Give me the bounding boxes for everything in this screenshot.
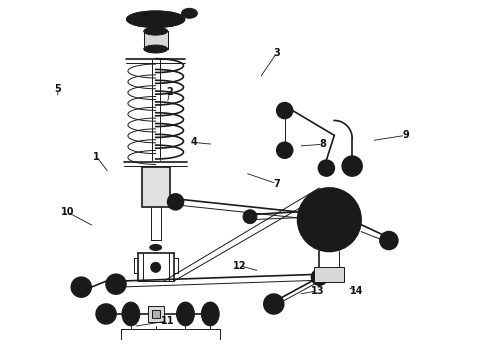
Text: 11: 11 — [160, 316, 174, 326]
Ellipse shape — [144, 27, 168, 35]
Circle shape — [308, 198, 351, 242]
Circle shape — [317, 210, 332, 226]
Text: 1: 1 — [93, 152, 100, 162]
Circle shape — [281, 146, 289, 154]
Ellipse shape — [181, 8, 197, 18]
Circle shape — [297, 188, 361, 251]
Text: 8: 8 — [319, 139, 326, 149]
Ellipse shape — [145, 14, 167, 24]
Ellipse shape — [127, 308, 135, 320]
Circle shape — [172, 198, 179, 206]
Circle shape — [281, 107, 289, 114]
Ellipse shape — [122, 302, 140, 326]
Bar — [148, 306, 164, 322]
Ellipse shape — [150, 244, 162, 251]
Text: 5: 5 — [54, 84, 61, 94]
Bar — [144, 31, 168, 49]
Ellipse shape — [181, 308, 190, 320]
Circle shape — [277, 142, 293, 158]
Circle shape — [380, 231, 398, 249]
Circle shape — [76, 282, 86, 292]
Circle shape — [318, 160, 334, 176]
Text: 10: 10 — [61, 207, 74, 217]
Bar — [142, 167, 170, 207]
Circle shape — [312, 269, 327, 285]
Bar — [315, 267, 344, 282]
Circle shape — [106, 274, 126, 294]
Bar — [144, 31, 168, 49]
Text: 7: 7 — [273, 179, 280, 189]
Bar — [152, 310, 160, 318]
Circle shape — [385, 237, 393, 244]
Circle shape — [101, 309, 111, 319]
Circle shape — [322, 164, 330, 172]
Ellipse shape — [184, 10, 195, 16]
Circle shape — [269, 299, 279, 309]
Circle shape — [324, 215, 334, 225]
Ellipse shape — [176, 302, 195, 326]
Text: 4: 4 — [191, 138, 197, 148]
Circle shape — [168, 194, 183, 210]
Text: 9: 9 — [402, 130, 409, 140]
Circle shape — [347, 161, 357, 171]
Circle shape — [154, 265, 158, 269]
Circle shape — [247, 214, 253, 220]
Circle shape — [72, 277, 91, 297]
Text: 14: 14 — [350, 286, 364, 296]
Circle shape — [151, 262, 161, 272]
Text: 13: 13 — [311, 286, 325, 296]
Circle shape — [320, 214, 328, 222]
Text: 3: 3 — [273, 48, 280, 58]
Circle shape — [342, 156, 362, 176]
Ellipse shape — [201, 302, 219, 326]
Ellipse shape — [127, 11, 184, 27]
Circle shape — [264, 294, 284, 314]
Circle shape — [111, 279, 121, 289]
Circle shape — [96, 304, 116, 324]
Text: 6: 6 — [142, 11, 148, 21]
Ellipse shape — [144, 45, 168, 53]
Text: 12: 12 — [233, 261, 247, 271]
Ellipse shape — [206, 308, 214, 320]
Text: 2: 2 — [166, 87, 173, 98]
Circle shape — [243, 210, 257, 224]
Circle shape — [318, 208, 341, 231]
Circle shape — [277, 103, 293, 118]
